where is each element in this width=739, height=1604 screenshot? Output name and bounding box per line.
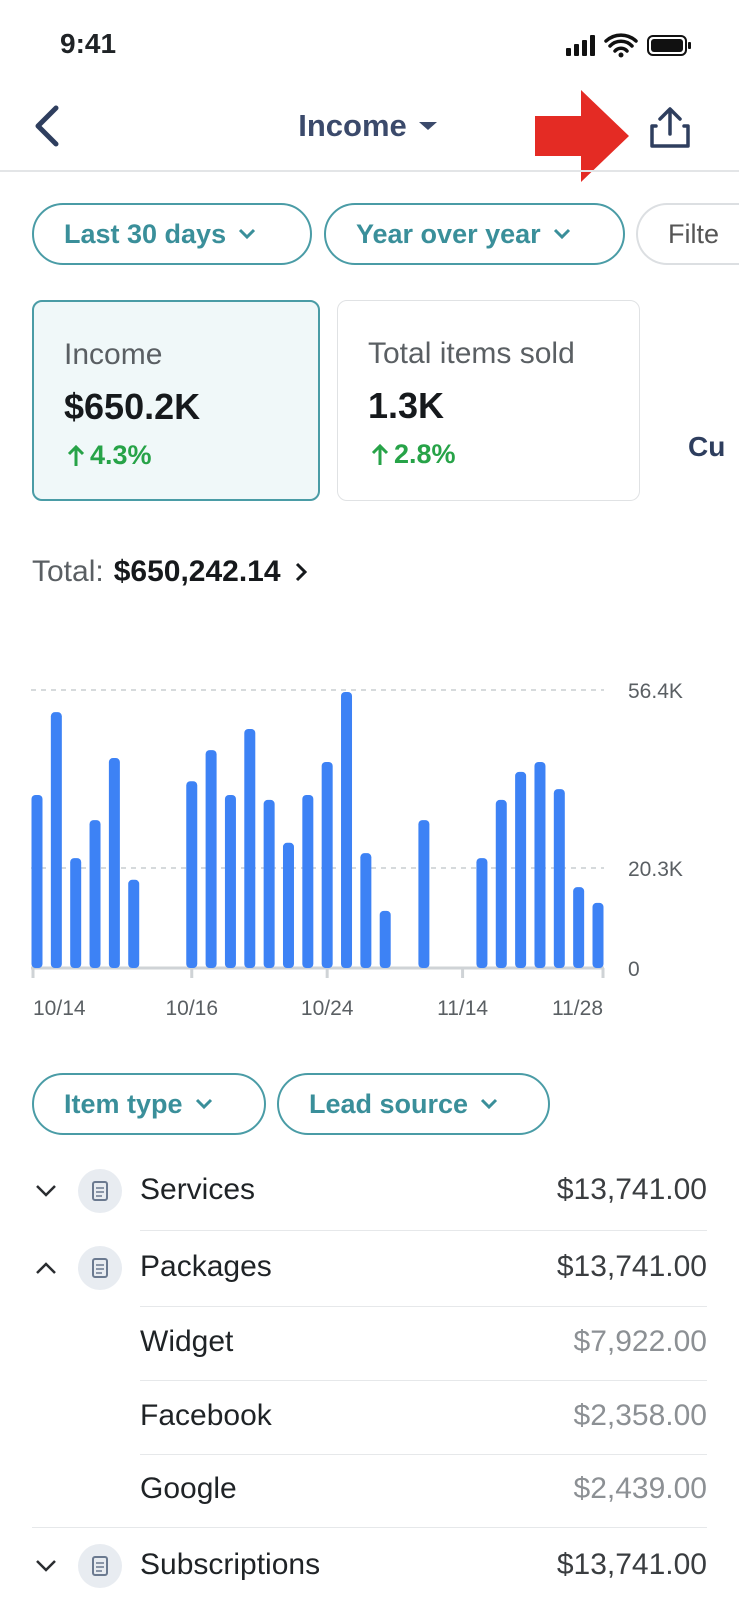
card-label: Income: [64, 338, 163, 371]
status-icons: [566, 33, 691, 58]
row-divider: [140, 1306, 707, 1307]
bar: [418, 820, 430, 968]
bar: [89, 820, 101, 968]
chart: 0 20.3K 56.4K 10/14 10/16 10/24 11/14 11/28: [31, 680, 683, 1020]
x-tick-label: 11/14: [437, 997, 488, 1020]
metric-card[interactable]: Income $650.2K 4.3%: [32, 300, 320, 501]
bar: [534, 761, 546, 968]
card-label: Total items sold: [368, 337, 575, 370]
filter-chip[interactable]: Filte: [636, 203, 739, 265]
row-name: Packages: [140, 1250, 272, 1283]
card-value: 1.3K: [368, 385, 445, 426]
sub-row[interactable]: Facebook $2,358.00: [0, 1381, 739, 1455]
bar: [70, 858, 82, 968]
row-amount: $2,439.00: [573, 1472, 707, 1505]
share-button[interactable]: [648, 106, 692, 150]
header-title-text: Income: [298, 108, 407, 143]
card-change-text: 2.8%: [394, 439, 456, 469]
row-name: Facebook: [140, 1399, 272, 1432]
back-button[interactable]: [32, 104, 62, 148]
x-tick-label: 10/16: [165, 997, 218, 1020]
bar: [282, 842, 294, 968]
chip-label: Lead source: [309, 1088, 469, 1119]
x-tick-label: 11/28: [552, 997, 603, 1020]
filter-chip[interactable]: Item type: [32, 1073, 266, 1135]
category-row[interactable]: Subscriptions $13,741.00: [0, 1530, 739, 1604]
bar: [573, 887, 585, 968]
bar: [31, 794, 43, 968]
row-divider: [140, 1380, 707, 1381]
total-value: $650,242.14: [113, 555, 281, 588]
bar: [50, 712, 62, 968]
red-arrow-annotation: [535, 90, 629, 182]
x-tick-label: 10/24: [301, 997, 354, 1020]
row-divider: [140, 1230, 707, 1231]
filter-chip[interactable]: Lead source: [277, 1073, 550, 1135]
row-amount: $7,922.00: [573, 1325, 707, 1358]
row-amount: $13,741.00: [556, 1250, 707, 1283]
card-change: 4.3%: [66, 440, 152, 471]
y-tick-label: 56.4K: [628, 680, 683, 703]
bar: [379, 910, 391, 968]
bar: [495, 799, 507, 968]
total-label: Total:: [32, 555, 104, 588]
chip-label: Item type: [64, 1088, 183, 1119]
row-name: Widget: [140, 1325, 234, 1358]
partial-card-label: Cu: [688, 431, 726, 462]
filter-chip[interactable]: Last 30 days: [32, 203, 312, 265]
header-title[interactable]: Income: [0, 108, 739, 144]
bar: [263, 799, 275, 968]
chip-label: Last 30 days: [64, 218, 227, 249]
row-divider: [140, 1454, 707, 1455]
sub-row[interactable]: Google $2,439.00: [0, 1454, 739, 1528]
card-value: $650.2K: [64, 386, 201, 427]
category-row[interactable]: Packages $13,741.00: [0, 1232, 739, 1306]
row-name: Subscriptions: [140, 1548, 321, 1581]
row-name: Services: [140, 1173, 256, 1206]
bar: [360, 853, 372, 968]
bar: [108, 758, 120, 968]
y-tick-label: 20.3K: [628, 858, 683, 881]
row-amount: $13,741.00: [556, 1548, 707, 1581]
row-name: Google: [140, 1472, 237, 1505]
header-divider: [0, 170, 739, 172]
bar: [515, 771, 527, 968]
metric-card[interactable]: Total items sold 1.3K 2.8%: [337, 300, 640, 501]
chip-label: Filte: [668, 218, 720, 249]
row-divider: [32, 1527, 707, 1528]
card-change: 2.8%: [370, 439, 456, 470]
chip-label: Year over year: [356, 218, 541, 249]
bar: [476, 858, 488, 968]
filter-chip[interactable]: Year over year: [324, 203, 625, 265]
bar: [321, 761, 333, 968]
status-time: 9:41: [60, 28, 117, 59]
bar: [224, 794, 236, 968]
bar: [553, 789, 565, 968]
x-tick-label: 10/14: [33, 997, 86, 1020]
bar: [592, 902, 604, 968]
total-link[interactable]: Total: $650,242.14: [32, 555, 311, 589]
row-amount: $13,741.00: [556, 1173, 707, 1206]
bar: [205, 750, 217, 968]
bar: [341, 691, 353, 968]
bar: [186, 781, 198, 968]
y-tick-label: 0: [628, 958, 640, 981]
bar: [128, 879, 140, 968]
row-amount: $2,358.00: [573, 1399, 707, 1432]
sub-row[interactable]: Widget $7,922.00: [0, 1307, 739, 1381]
bar: [244, 728, 256, 968]
card-change-text: 4.3%: [90, 440, 152, 470]
category-row[interactable]: Services $13,741.00: [0, 1155, 739, 1229]
bar: [302, 794, 314, 968]
